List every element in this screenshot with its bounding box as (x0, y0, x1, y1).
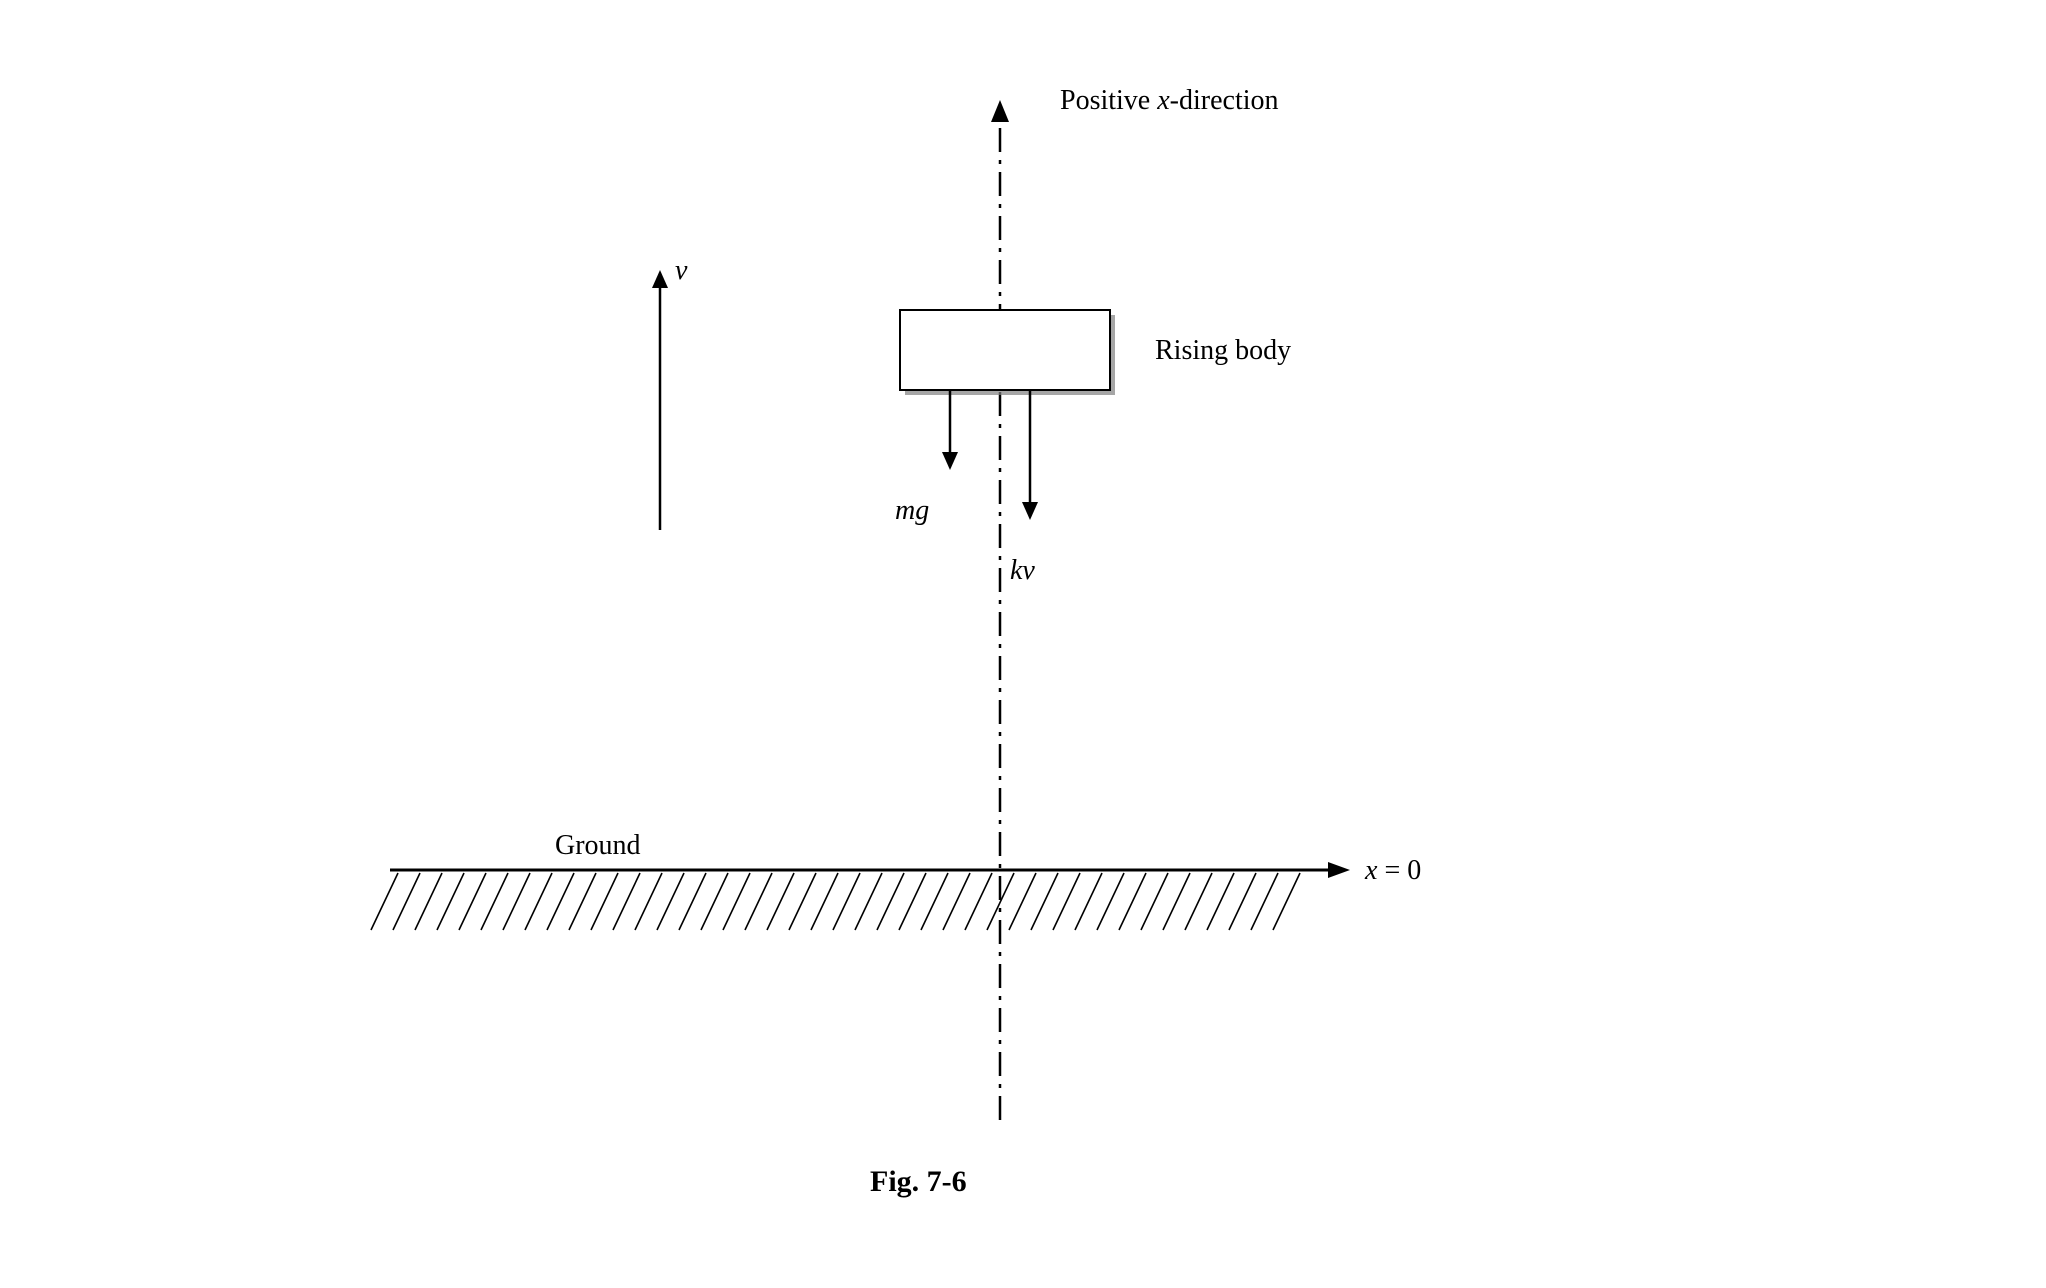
positive-x-label: Positive x-direction (1060, 85, 1279, 117)
ground-label: Ground (555, 830, 641, 862)
weight-label: mg (895, 495, 929, 527)
figure-caption: Fig. 7-6 (870, 1165, 967, 1199)
physics-diagram: Positive x-direction v Rising body mg kv… (0, 0, 2046, 1283)
velocity-label: v (675, 255, 687, 287)
diagram-svg (0, 0, 2046, 1283)
drag-label: kv (1010, 555, 1035, 587)
x-zero-label: x = 0 (1365, 855, 1421, 887)
rising-body-label: Rising body (1155, 335, 1291, 367)
